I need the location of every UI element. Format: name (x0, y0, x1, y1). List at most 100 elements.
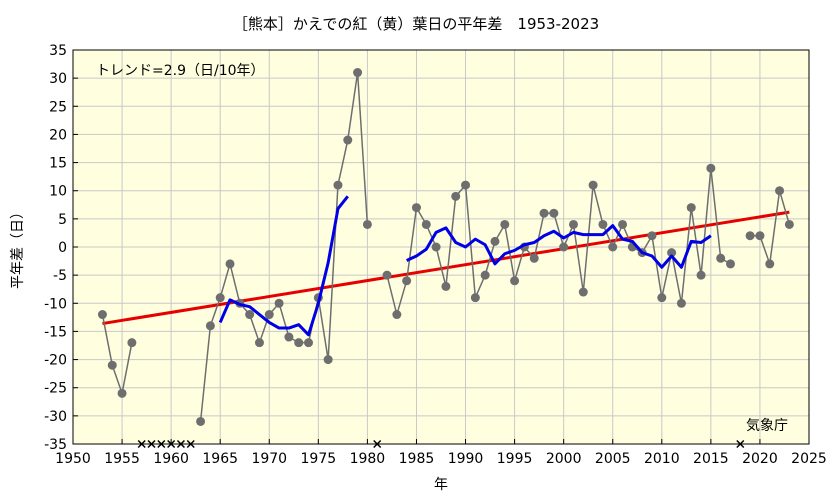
y-tick-label: -5 (53, 268, 67, 284)
y-tick-label: 15 (49, 156, 67, 172)
observed-point (294, 338, 304, 348)
x-axis-label: 年 (434, 477, 448, 493)
moving-average-line (406, 224, 712, 269)
trend-annotation: トレンド=2.9（日/10年） (96, 63, 265, 79)
observed-point (382, 270, 392, 280)
observed-point (461, 180, 471, 190)
x-tick-label: 1985 (399, 451, 435, 467)
observed-point (254, 338, 264, 348)
y-tick-label: 30 (49, 71, 67, 87)
observed-point (480, 270, 490, 280)
observed-point (568, 219, 578, 229)
observed-point (117, 388, 127, 398)
source-label: 気象庁 (746, 418, 788, 434)
x-tick-label: 2025 (791, 451, 827, 467)
x-tick-label: 2005 (595, 451, 631, 467)
observed-point (686, 203, 696, 213)
x-tick-label: 1975 (301, 451, 337, 467)
observed-point (284, 332, 294, 342)
x-tick-label: 1950 (55, 451, 91, 467)
observed-layer (97, 68, 794, 426)
observed-point (696, 270, 706, 280)
observed-point (264, 310, 274, 320)
x-tick-label: 1980 (350, 451, 386, 467)
observed-point (451, 191, 461, 201)
x-tick-label: 1965 (202, 451, 238, 467)
observed-point (245, 310, 255, 320)
observed-point (225, 259, 235, 269)
observed-point (107, 360, 117, 370)
observed-point (441, 281, 451, 291)
x-tick-label: 2015 (693, 451, 729, 467)
observed-point (421, 219, 431, 229)
observed-point (588, 180, 598, 190)
x-tick-label: 2020 (742, 451, 778, 467)
x-tick-label: 2010 (644, 451, 680, 467)
moving-average-layer (218, 195, 712, 337)
observed-point (755, 231, 765, 241)
observed-point (676, 298, 686, 308)
observed-point (667, 248, 677, 258)
observed-point (304, 338, 314, 348)
x-tick-label: 1955 (104, 451, 140, 467)
observed-point (500, 219, 510, 229)
x-tick-label: 1970 (251, 451, 287, 467)
y-tick-label: 5 (58, 212, 67, 228)
observed-point (559, 242, 569, 252)
observed-point (431, 242, 441, 252)
observed-point (618, 219, 628, 229)
observed-point (765, 259, 775, 269)
moving-average-line (218, 195, 349, 337)
observed-point (529, 253, 539, 263)
plot-frame (72, 49, 810, 445)
observed-point (411, 203, 421, 213)
observed-point (323, 355, 333, 365)
observed-point (745, 231, 755, 241)
y-tick-label: -15 (44, 324, 67, 340)
observed-point (343, 135, 353, 145)
observed-point (775, 186, 785, 196)
y-axis-ticks: -35 -30 -25 -20 -15 -10 -5 0 5 10 15 20 25 30 35 (44, 43, 78, 453)
observed-point (490, 236, 500, 246)
y-tick-label: -10 (44, 296, 67, 312)
observed-point (549, 208, 559, 218)
observed-point (127, 338, 137, 348)
observed-point (196, 416, 206, 426)
y-axis-label: 平年差（日） (10, 205, 26, 289)
observed-point (510, 276, 520, 286)
observed-point (402, 276, 412, 286)
observed-point (608, 242, 618, 252)
observed-point (578, 287, 588, 297)
observed-point (784, 219, 794, 229)
observed-point (353, 68, 363, 78)
y-tick-label: 20 (49, 127, 67, 143)
chart-title: ［熊本］かえでの紅（黄）葉日の平年差 1953-2023 (233, 15, 599, 33)
observed-point (706, 163, 716, 173)
observed-point (598, 219, 608, 229)
y-tick-label: -25 (44, 381, 67, 397)
observed-point (392, 310, 402, 320)
observed-point (97, 310, 107, 320)
observed-point (333, 180, 343, 190)
x-axis-ticks: 1950 1955 1960 1965 1970 1975 1980 1985 1990 1995… (55, 439, 827, 467)
observed-point (647, 231, 657, 241)
observed-point (470, 293, 480, 303)
observed-line (199, 72, 369, 422)
observed-point (539, 208, 549, 218)
y-tick-label: 0 (58, 240, 67, 256)
y-tick-label: 25 (49, 99, 67, 115)
y-tick-label: 10 (49, 184, 67, 200)
observed-point (362, 219, 372, 229)
observed-point (205, 321, 215, 331)
observed-point (725, 259, 735, 269)
observed-point (716, 253, 726, 263)
y-tick-label: -20 (44, 353, 67, 369)
x-tick-label: 1990 (448, 451, 484, 467)
y-tick-label: -30 (44, 409, 67, 425)
observed-point (215, 293, 225, 303)
observed-point (657, 293, 667, 303)
y-tick-label: -35 (44, 437, 67, 453)
y-tick-label: 35 (49, 43, 67, 59)
observed-line (101, 314, 133, 397)
